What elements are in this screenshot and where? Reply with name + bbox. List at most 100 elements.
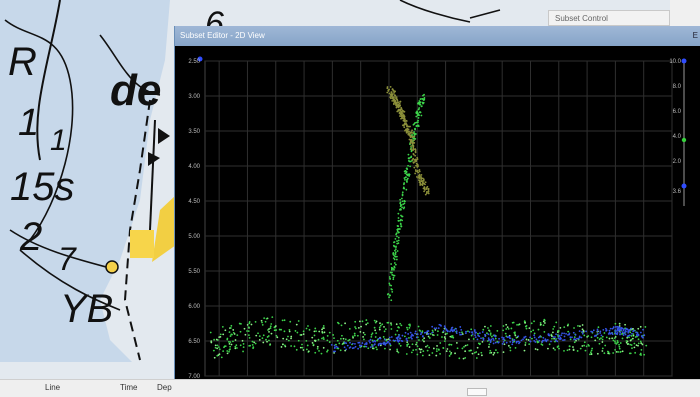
right-color-scale[interactable]: 10.0 8.0 6.0 4.0 2.0 3.6 — [669, 58, 687, 207]
scale-top-handle[interactable] — [681, 58, 687, 64]
data-point — [624, 333, 627, 336]
data-point — [390, 95, 393, 98]
data-point — [514, 346, 517, 349]
data-point — [630, 344, 633, 346]
data-point — [455, 330, 458, 333]
data-point — [300, 334, 303, 336]
data-point — [566, 349, 569, 352]
resize-handle[interactable] — [467, 388, 487, 396]
data-point — [416, 170, 419, 173]
data-point — [402, 124, 405, 127]
data-point — [603, 332, 606, 334]
data-point — [311, 336, 314, 339]
data-point — [388, 296, 390, 299]
data-point — [234, 345, 237, 348]
data-point — [389, 85, 392, 88]
data-point — [456, 347, 459, 350]
data-point — [276, 336, 279, 339]
data-point — [481, 340, 484, 343]
data-point — [412, 149, 415, 151]
data-point — [618, 322, 621, 325]
data-point — [450, 329, 452, 332]
y-tick-label: 5.00 — [188, 234, 200, 240]
data-point — [525, 338, 528, 341]
data-point — [283, 330, 286, 333]
data-point — [209, 331, 212, 334]
data-point — [230, 343, 233, 346]
subset-control-header[interactable]: Subset Control — [548, 10, 670, 26]
data-point — [263, 317, 266, 320]
data-point — [459, 326, 462, 328]
data-point — [414, 172, 417, 175]
data-point — [389, 277, 391, 280]
status-col-line[interactable]: Line — [45, 383, 61, 392]
data-point — [631, 347, 633, 350]
data-point — [474, 336, 477, 339]
scale-current-handle[interactable] — [681, 137, 687, 143]
data-point — [489, 339, 492, 342]
data-point — [552, 347, 555, 350]
data-point — [405, 337, 408, 340]
data-point — [416, 114, 419, 117]
data-point — [480, 351, 483, 354]
data-point — [357, 347, 360, 350]
data-point — [422, 99, 425, 102]
data-point — [240, 322, 242, 325]
data-point — [239, 330, 242, 333]
data-point — [621, 350, 624, 353]
map-label-1b: 1 — [50, 124, 67, 157]
data-point — [558, 335, 561, 337]
status-col-time[interactable]: Time — [120, 383, 138, 392]
data-point — [455, 332, 458, 335]
subset-editor-window[interactable]: Subset Editor - 2D View E 1.002.003.004.… — [175, 26, 700, 386]
data-point — [252, 347, 254, 350]
data-point — [389, 344, 392, 347]
data-point — [413, 139, 415, 142]
data-point — [393, 245, 396, 248]
data-point — [626, 343, 629, 346]
data-point — [557, 329, 560, 332]
editor-title-bar[interactable]: Subset Editor - 2D View — [175, 26, 700, 46]
data-point — [614, 329, 617, 332]
data-point — [409, 142, 412, 145]
data-point — [402, 115, 405, 118]
data-point — [322, 338, 325, 340]
scatter-plot[interactable]: 1.002.003.004.005.006.007.008.009.0010.0… — [175, 46, 700, 386]
data-point — [516, 324, 518, 326]
data-point — [510, 327, 513, 330]
data-point — [598, 342, 601, 345]
data-point — [641, 343, 644, 346]
data-point — [536, 348, 539, 351]
data-point — [359, 345, 362, 348]
data-point — [336, 339, 339, 342]
data-point — [571, 336, 573, 339]
data-point — [230, 324, 233, 327]
data-point — [584, 349, 587, 352]
data-point — [524, 341, 527, 344]
data-point — [401, 116, 404, 119]
data-point — [621, 333, 623, 335]
data-point — [397, 340, 400, 343]
data-point — [542, 320, 545, 323]
data-point — [295, 323, 298, 326]
data-point — [376, 348, 378, 351]
data-point — [400, 110, 403, 113]
data-point — [637, 327, 640, 330]
data-point — [426, 349, 429, 352]
data-point — [249, 344, 252, 347]
data-point — [548, 343, 551, 346]
y-axis-handle[interactable] — [197, 56, 203, 62]
data-point — [297, 339, 300, 342]
data-point — [643, 334, 646, 337]
data-point — [502, 329, 505, 332]
data-point — [396, 110, 399, 113]
data-point — [481, 331, 484, 333]
data-point — [365, 345, 368, 348]
data-point — [262, 341, 265, 344]
scale-bottom-handle[interactable] — [681, 183, 687, 189]
data-point — [374, 321, 377, 324]
data-point — [387, 292, 390, 295]
data-point — [398, 334, 401, 336]
data-point — [558, 347, 560, 350]
status-col-dep[interactable]: Dep — [157, 383, 172, 392]
